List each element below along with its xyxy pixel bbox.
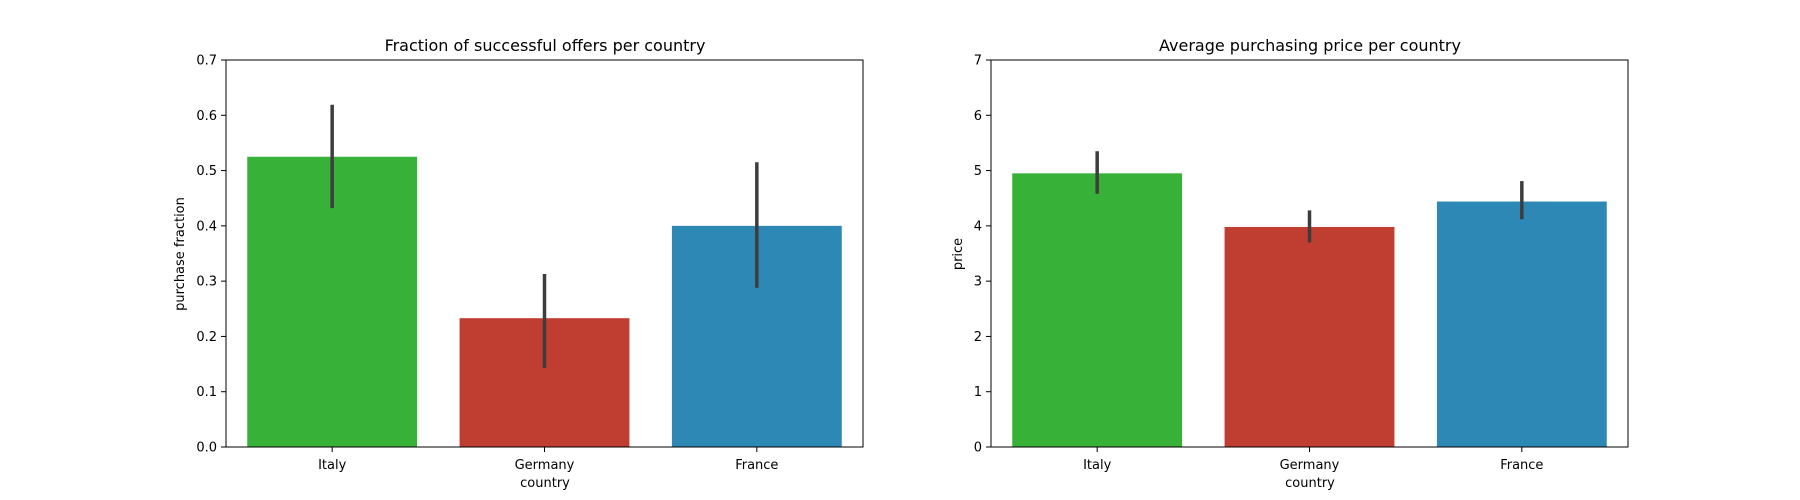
x-axis-label: country	[1285, 476, 1335, 491]
y-tick-label: 0.5	[196, 164, 217, 179]
y-tick-label: 0.1	[196, 385, 217, 400]
y-tick-label: 0.3	[196, 275, 217, 290]
y-axis-ticks: 0.0 0.1 0.2 0.3 0.4 0.5 0.6 0.7	[196, 54, 226, 456]
x-tick-label: France	[1500, 458, 1543, 473]
bars	[1012, 173, 1607, 448]
x-tick-label: Italy	[1083, 458, 1112, 473]
y-tick-label: 4	[974, 219, 982, 234]
y-tick-label: 0.6	[196, 109, 217, 124]
x-tick-label: Germany	[515, 458, 575, 473]
y-tick-label: 0.7	[196, 54, 217, 69]
bar-france	[1436, 201, 1607, 447]
error-bars	[1095, 151, 1524, 243]
y-tick-label: 0.0	[196, 441, 217, 456]
x-tick-label: France	[735, 458, 778, 473]
x-axis-ticks: Italy Germany France	[1083, 447, 1543, 473]
chart-average-price: Average purchasing price per country 0 1 2…	[951, 36, 1629, 491]
error-bars	[330, 104, 759, 368]
chart-title: Fraction of successful offers per countr…	[385, 36, 706, 55]
y-tick-label: 2	[974, 330, 982, 345]
y-tick-label: 0	[974, 441, 982, 456]
x-axis-ticks: Italy Germany France	[318, 447, 778, 473]
y-tick-label: 5	[974, 164, 982, 179]
x-axis-label: country	[520, 476, 570, 491]
y-tick-label: 0.2	[196, 330, 217, 345]
bar-germany	[1224, 226, 1395, 447]
y-tick-label: 0.4	[196, 219, 217, 234]
x-tick-label: Italy	[318, 458, 347, 473]
x-tick-label: Germany	[1280, 458, 1340, 473]
y-axis-label: purchase fraction	[173, 197, 188, 311]
y-tick-label: 6	[974, 109, 982, 124]
chart-title: Average purchasing price per country	[1159, 36, 1461, 55]
y-tick-label: 7	[974, 54, 982, 69]
y-axis-ticks: 0 1 2 3 4 5 6 7	[974, 54, 991, 456]
y-axis-label: price	[951, 238, 966, 270]
y-tick-label: 1	[974, 385, 982, 400]
bar-italy	[1012, 173, 1183, 448]
y-tick-label: 3	[974, 275, 982, 290]
chart-purchase-fraction: Fraction of successful offers per countr…	[173, 36, 864, 491]
